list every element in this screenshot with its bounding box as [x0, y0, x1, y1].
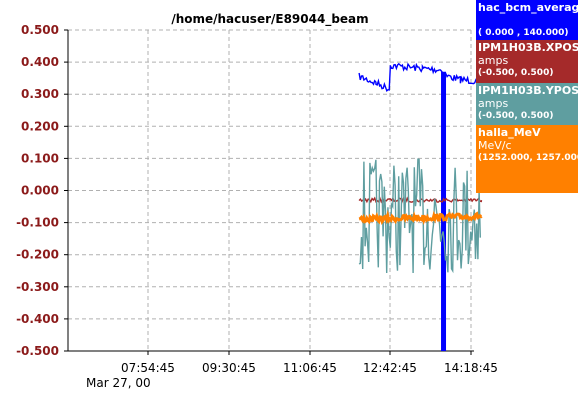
- series-line-IPM1H03B.YPOS: [358, 158, 481, 274]
- legend-series-range: ( 0.000 , 140.000): [478, 28, 569, 38]
- legend-series-name: halla_MeV: [478, 126, 541, 139]
- legend-series-name: IPM1H03B.YPOS: [478, 84, 578, 97]
- x-axis: 07:54:45 09:30:45 11:06:45 12:42:45 14:18:45: [68, 350, 498, 375]
- y-tick-label: -0.300: [16, 280, 59, 294]
- legend-series-range: (1252.000, 1257.000): [478, 153, 578, 163]
- chart-title: /home/hacuser/E89044_beam: [171, 12, 368, 27]
- y-tick-label: -0.500: [16, 344, 59, 358]
- y-tick-label: -0.400: [16, 312, 59, 326]
- y-tick-label: -0.200: [16, 248, 59, 262]
- legend-series-name: hac_bcm_averag: [478, 1, 578, 14]
- y-tick-label: 0.100: [21, 151, 59, 165]
- y-tick-label: -0.100: [16, 216, 59, 230]
- x-date-label: Mar 27, 00: [86, 376, 151, 390]
- legend-series-unit: amps: [478, 97, 509, 110]
- legend-series-range: (-0.500, 0.500): [478, 68, 554, 78]
- legend-series-unit: amps: [478, 54, 509, 67]
- legend-entry-IPM1H03B.YPOS[interactable]: IPM1H03B.YPOS amps (-0.500, 0.500): [476, 83, 578, 125]
- y-tick-label: 0.300: [21, 87, 59, 101]
- legend-spacer: [478, 14, 576, 27]
- plot-area: [358, 62, 483, 351]
- legend-entry-IPM1H03B.XPOS[interactable]: IPM1H03B.XPOS amps (-0.500, 0.500): [476, 40, 578, 83]
- y-tick-label: 0.500: [21, 23, 59, 37]
- series-IPM1H03B.YPOS: [358, 158, 481, 274]
- x-tick-label: 11:06:45: [283, 361, 337, 375]
- legend-series-unit: MeV/c: [478, 139, 512, 152]
- y-tick-label: 0.400: [21, 55, 59, 69]
- legend-series-name: IPM1H03B.XPOS: [478, 41, 578, 54]
- y-axis: 0.500 0.400 0.300 0.200 0.100 0.000 -0.100 -0.2…: [16, 23, 69, 358]
- series-hac_bcm_averag: [358, 62, 483, 351]
- series-halla_MeV: [358, 209, 483, 225]
- x-tick-label: 14:18:45: [444, 361, 498, 375]
- legend-entry-halla_MeV[interactable]: halla_MeV MeV/c (1252.000, 1257.000): [476, 125, 578, 193]
- x-tick-label: 09:30:45: [202, 361, 256, 375]
- y-tick-label: 0.000: [21, 184, 59, 198]
- grid: [68, 29, 474, 352]
- series-line-halla_MeV: [358, 209, 483, 225]
- legend-series-range: (-0.500, 0.500): [478, 111, 554, 121]
- x-tick-label: 12:42:45: [363, 361, 417, 375]
- series-line-hac_bcm_averag: [358, 62, 483, 93]
- y-tick-label: 0.200: [21, 119, 59, 133]
- legend-entry-hac_bcm_averag[interactable]: hac_bcm_averag ( 0.000 , 140.000): [476, 0, 578, 40]
- x-tick-label: 07:54:45: [121, 361, 175, 375]
